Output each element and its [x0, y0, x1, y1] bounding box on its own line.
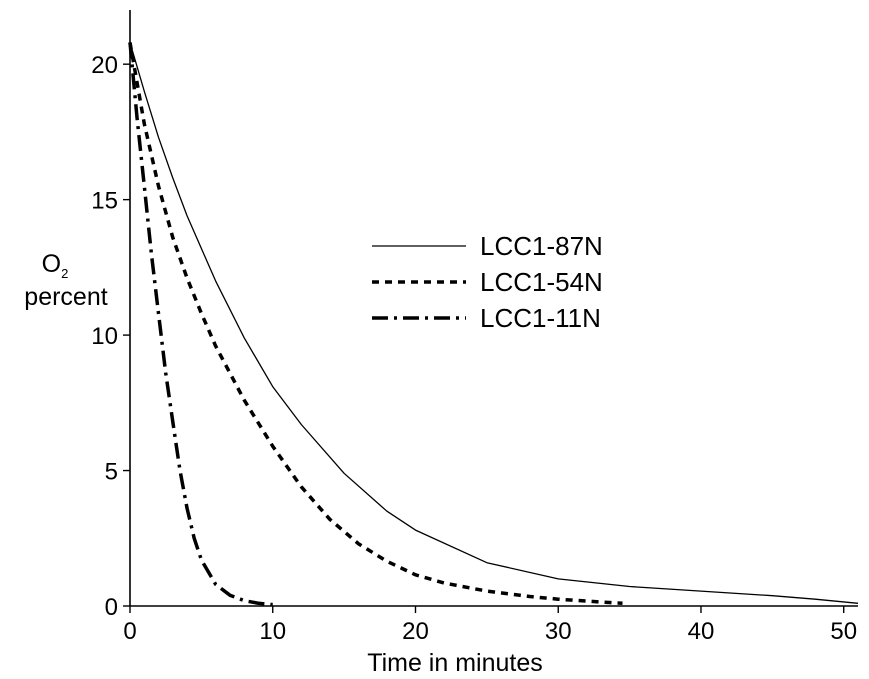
- y-axis-label-symbol: O2: [42, 250, 69, 281]
- axes: [129, 10, 858, 607]
- legend-label: LCC1-87N: [480, 231, 603, 261]
- y-axis-label-o: O: [42, 250, 61, 278]
- y-tick-label: 10: [91, 323, 118, 350]
- series-group: [128, 42, 859, 607]
- x-tick-label: 40: [688, 618, 715, 645]
- series-line-lcc1-87n: [129, 42, 859, 604]
- x-tick-label: 0: [123, 618, 136, 645]
- x-axis-label: Time in minutes: [367, 649, 543, 677]
- y-axis-label-subscript: 2: [61, 266, 68, 281]
- y-tick-label: 5: [105, 459, 118, 486]
- legend: LCC1-87N LCC1-54N LCC1-11N: [372, 231, 603, 333]
- axis-ticks: 0 10 20 30 40 50 0 5 10 15 20: [91, 52, 857, 645]
- x-tick-label: 10: [259, 618, 286, 645]
- y-axis-label-percent: percent: [24, 283, 107, 311]
- x-tick-label: 20: [402, 618, 429, 645]
- y-tick-label: 20: [91, 52, 118, 79]
- y-tick-label: 0: [105, 594, 118, 621]
- series-line-lcc1-11n: [128, 42, 273, 607]
- x-tick-label: 30: [545, 618, 572, 645]
- legend-label: LCC1-11N: [480, 303, 601, 333]
- y-tick-label: 15: [91, 188, 118, 215]
- x-tick-label: 50: [830, 618, 857, 645]
- legend-label: LCC1-54N: [480, 267, 603, 297]
